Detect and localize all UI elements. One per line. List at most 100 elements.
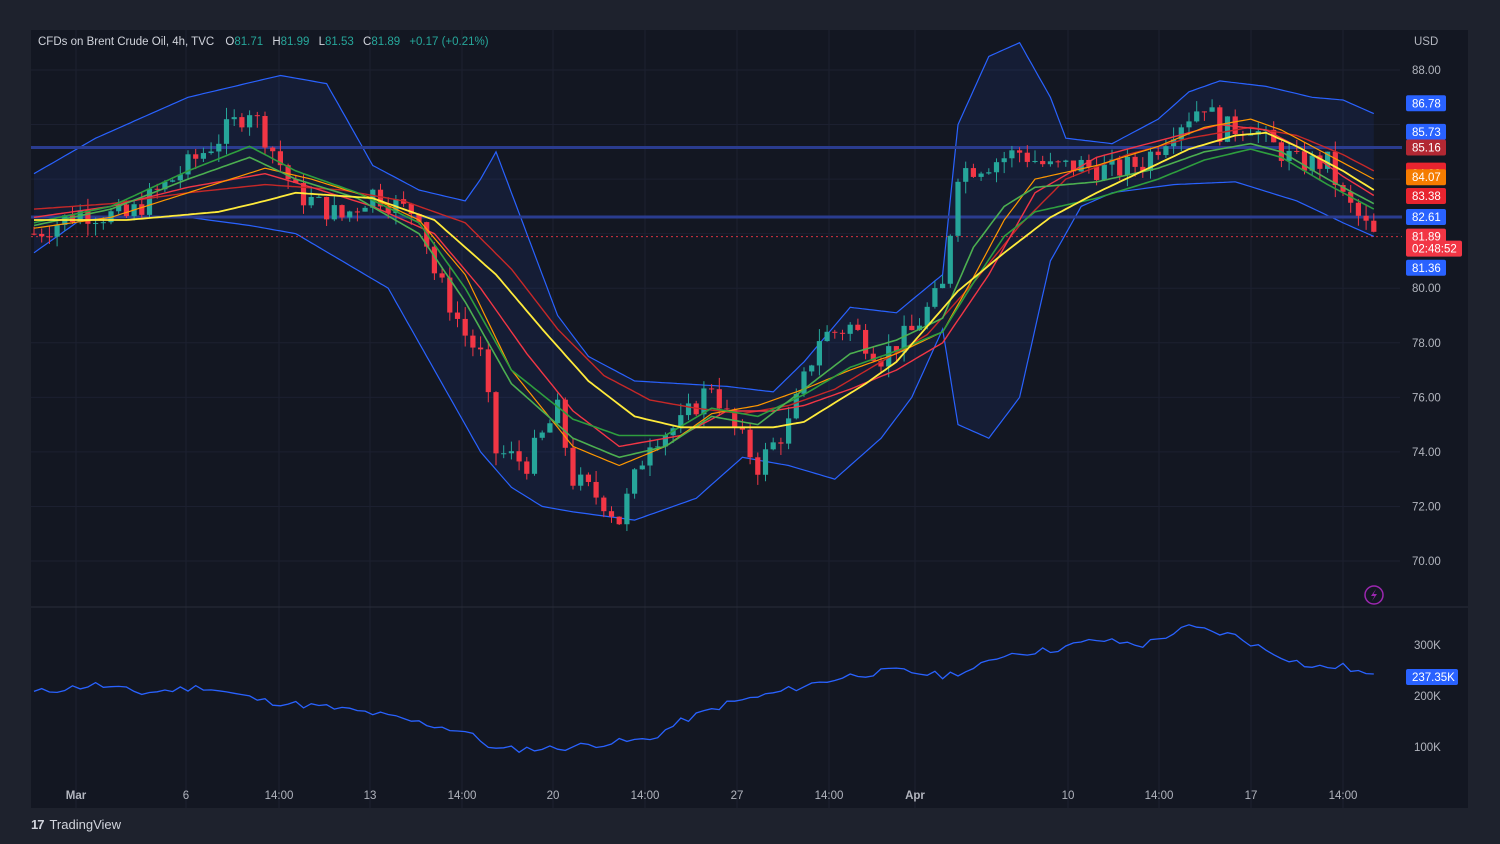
time-tick-label: 14:00 <box>265 790 294 802</box>
candle-body <box>354 211 360 213</box>
candle-body <box>601 497 607 512</box>
candle-body <box>924 306 930 326</box>
candle-body <box>1109 159 1115 165</box>
candle-body <box>755 457 761 475</box>
candle-body <box>1248 134 1254 136</box>
candle-body <box>493 392 499 454</box>
candle-body <box>1178 127 1184 140</box>
candle-body <box>1009 150 1015 159</box>
price-tick-label: 70.00 <box>1412 556 1441 568</box>
chart-background <box>31 30 1468 808</box>
candle-body <box>293 179 299 184</box>
time-axis[interactable]: Mar 6 14:00 13 14:00 20 14:00 27 14:00 Apr 10 14:00… <box>66 790 1358 802</box>
volume-tick-label: 200K <box>1414 691 1441 703</box>
candle-body <box>1163 146 1169 156</box>
candle-body <box>716 389 722 409</box>
time-tick-label: 13 <box>364 790 377 802</box>
candle-body <box>431 246 437 274</box>
candle-body <box>1317 155 1323 169</box>
low-value: 81.53 <box>325 36 354 48</box>
candle-body <box>786 418 792 444</box>
close-label: C <box>363 36 371 48</box>
candle-body <box>1325 151 1331 169</box>
time-tick-label: 6 <box>183 790 189 802</box>
candle-body <box>909 325 915 331</box>
candle-body <box>100 222 106 224</box>
candle-body <box>216 143 222 152</box>
candle-body <box>447 277 453 313</box>
candle-body <box>1355 202 1361 216</box>
candle-body <box>454 312 461 319</box>
volume-tick-label: 300K <box>1414 640 1441 652</box>
candle-body <box>1155 151 1161 156</box>
candle-body <box>308 196 314 206</box>
candle-body <box>69 215 76 222</box>
price-tag-label: 85.73 <box>1412 127 1441 139</box>
candle-body <box>116 204 122 212</box>
candle-body <box>93 222 99 224</box>
candle-body <box>1070 160 1077 172</box>
candle-body <box>539 432 545 438</box>
volume-axis[interactable]: 300K 200K 100K <box>1414 640 1441 754</box>
price-tag-label: 81.89 <box>1412 232 1441 244</box>
price-axis[interactable]: 88.00 80.00 78.00 76.00 74.00 72.00 70.00 <box>1412 65 1441 568</box>
candle-body <box>732 409 738 427</box>
candle-body <box>855 324 861 330</box>
price-tick-label: 88.00 <box>1412 65 1441 77</box>
candle-body <box>223 119 230 144</box>
candle-body <box>485 349 491 393</box>
currency-label: USD <box>1414 36 1438 48</box>
candle-body <box>955 181 961 236</box>
candle-body <box>978 173 984 177</box>
time-tick-label: 14:00 <box>1145 790 1174 802</box>
open-label: O <box>225 36 234 48</box>
candle-body <box>662 435 668 447</box>
time-tick-label: 27 <box>731 790 744 802</box>
time-tick-label: 14:00 <box>448 790 477 802</box>
candle-body <box>254 115 260 117</box>
candle-body <box>1017 150 1023 153</box>
candle-body <box>1140 166 1146 171</box>
volume-line <box>33 624 1374 754</box>
chart-header: CFDs on Brent Crude Oil, 4h, TVC O81.71 … <box>38 36 489 48</box>
price-tick-label: 74.00 <box>1412 447 1441 459</box>
candle-body <box>270 147 276 152</box>
price-tag-label: 02:48:52 <box>1412 244 1457 256</box>
candle-body <box>547 423 553 433</box>
candle-body <box>701 388 707 415</box>
candle-body <box>1224 116 1231 142</box>
price-tick-label: 76.00 <box>1412 392 1441 404</box>
candle-body <box>639 465 645 470</box>
candle-body <box>31 233 37 235</box>
candle-body <box>963 168 969 182</box>
candle-body <box>1294 150 1300 152</box>
candle-body <box>1040 160 1046 165</box>
high-label: H <box>272 36 280 48</box>
candle-body <box>146 188 153 215</box>
ema-yellow <box>34 131 1375 429</box>
candle-body <box>809 365 815 372</box>
candle-body <box>647 447 653 466</box>
candle-body <box>632 469 638 494</box>
candle-body <box>1024 152 1030 162</box>
candle-body <box>54 224 60 237</box>
candle-body <box>624 493 630 525</box>
price-tag <box>1406 240 1462 257</box>
candle-body <box>578 474 584 486</box>
candle-body <box>1055 161 1061 163</box>
brand[interactable]: 17 TradingView <box>31 817 121 832</box>
candle-body <box>1209 107 1215 112</box>
candle-body <box>331 205 337 220</box>
candle-body <box>878 361 884 367</box>
candle-body <box>501 453 507 455</box>
high-value: 81.99 <box>281 36 310 48</box>
candle-body <box>478 347 484 350</box>
candle-body <box>1186 121 1192 128</box>
price-tick-label: 78.00 <box>1412 338 1441 350</box>
price-tag <box>1406 139 1446 156</box>
candle-body <box>408 203 414 214</box>
candle-body <box>170 180 176 182</box>
alert-icon[interactable] <box>1364 585 1384 605</box>
candle-body <box>932 288 938 307</box>
